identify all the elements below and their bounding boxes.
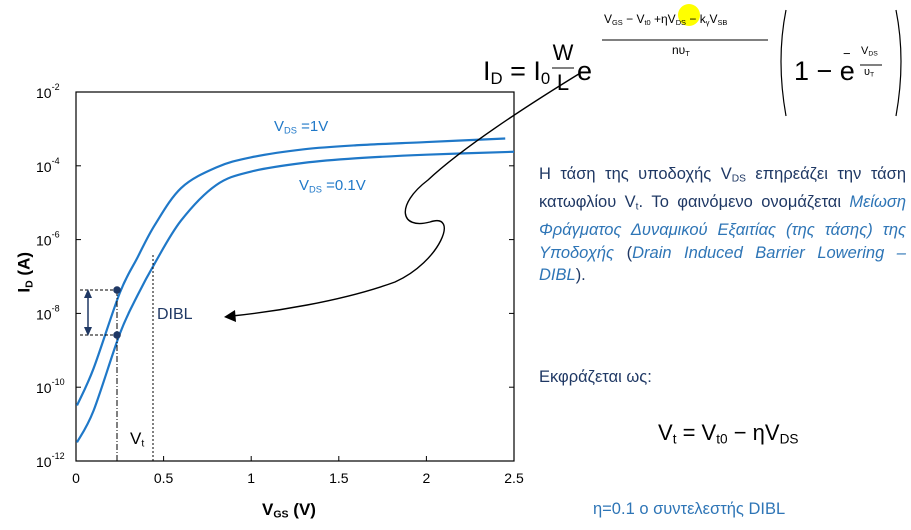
y-tick-labels: 10-2 10-4 10-6 10-8 10-10 10-12 xyxy=(36,82,65,470)
dibl-description: Η τάση της υποδοχής VDS επηρεάζει την τά… xyxy=(539,165,906,285)
x-tick-label: 1 xyxy=(247,470,255,486)
formula-e: e xyxy=(577,56,593,86)
series2-label: VDS =0.1V xyxy=(299,177,366,195)
series1-label: VDS =1V xyxy=(274,118,329,136)
pointer-arrowhead xyxy=(224,310,236,322)
point-vds-0-1v xyxy=(113,331,121,339)
x-tick-label: 2.5 xyxy=(504,470,524,486)
inner-vds: VDS xyxy=(861,45,878,58)
eta-coefficient: η=0.1 ο συντελεστής DIBL xyxy=(593,500,786,518)
y-tick-label: 10-4 xyxy=(36,156,60,175)
x-tick-label: 0.5 xyxy=(154,470,174,486)
y-tick-label: 10-12 xyxy=(36,451,65,470)
x-tick-label: 2 xyxy=(423,470,431,486)
inner-minus: − xyxy=(843,46,851,61)
formula-w: W xyxy=(552,40,574,65)
x-tick-label: 1.5 xyxy=(329,470,349,486)
dibl-label: DIBL xyxy=(157,306,193,323)
expressed-as: Εκφράζεται ως: xyxy=(539,368,652,386)
bracket-body: 1 − e xyxy=(794,56,855,86)
series-lines xyxy=(75,137,515,443)
series-vds-0-1v-line xyxy=(76,150,515,443)
y-tick-label: 10-10 xyxy=(36,377,65,396)
formula-lhs: ID = I0 xyxy=(483,56,551,89)
bracket-left xyxy=(780,9,787,117)
y-tick-label: 10-8 xyxy=(36,303,60,322)
vt-equation: Vt = Vt0 − ηVDS xyxy=(658,420,799,447)
vt-label: Vt xyxy=(130,429,145,450)
point-vds-1v xyxy=(113,286,121,294)
series-vds-1v-line xyxy=(75,137,506,406)
x-tick-labels: 0 0.5 1 1.5 2 2.5 xyxy=(72,470,524,486)
inner-ut: υT xyxy=(864,66,875,79)
formula-l: L xyxy=(556,70,570,95)
dibl-arrowhead-up xyxy=(84,289,92,298)
plot-frame xyxy=(75,91,515,462)
dibl-arrowhead-down xyxy=(84,327,92,336)
y-tick-label: 10-6 xyxy=(36,230,60,249)
exponent-denominator: nυT xyxy=(672,43,690,58)
y-tick-label: 10-2 xyxy=(36,82,60,101)
eta-highlight xyxy=(678,4,700,26)
bracket-right xyxy=(895,9,902,117)
x-tick-label: 0 xyxy=(72,470,80,486)
x-axis-label: VGS (V) xyxy=(262,500,316,521)
y-axis-label: ID (A) xyxy=(14,251,36,293)
axis-ticks xyxy=(75,91,515,462)
pointer-arrow xyxy=(231,71,583,317)
exponent-numerator: VGS − Vt0 +ηVDS − kγVSB xyxy=(604,12,728,27)
